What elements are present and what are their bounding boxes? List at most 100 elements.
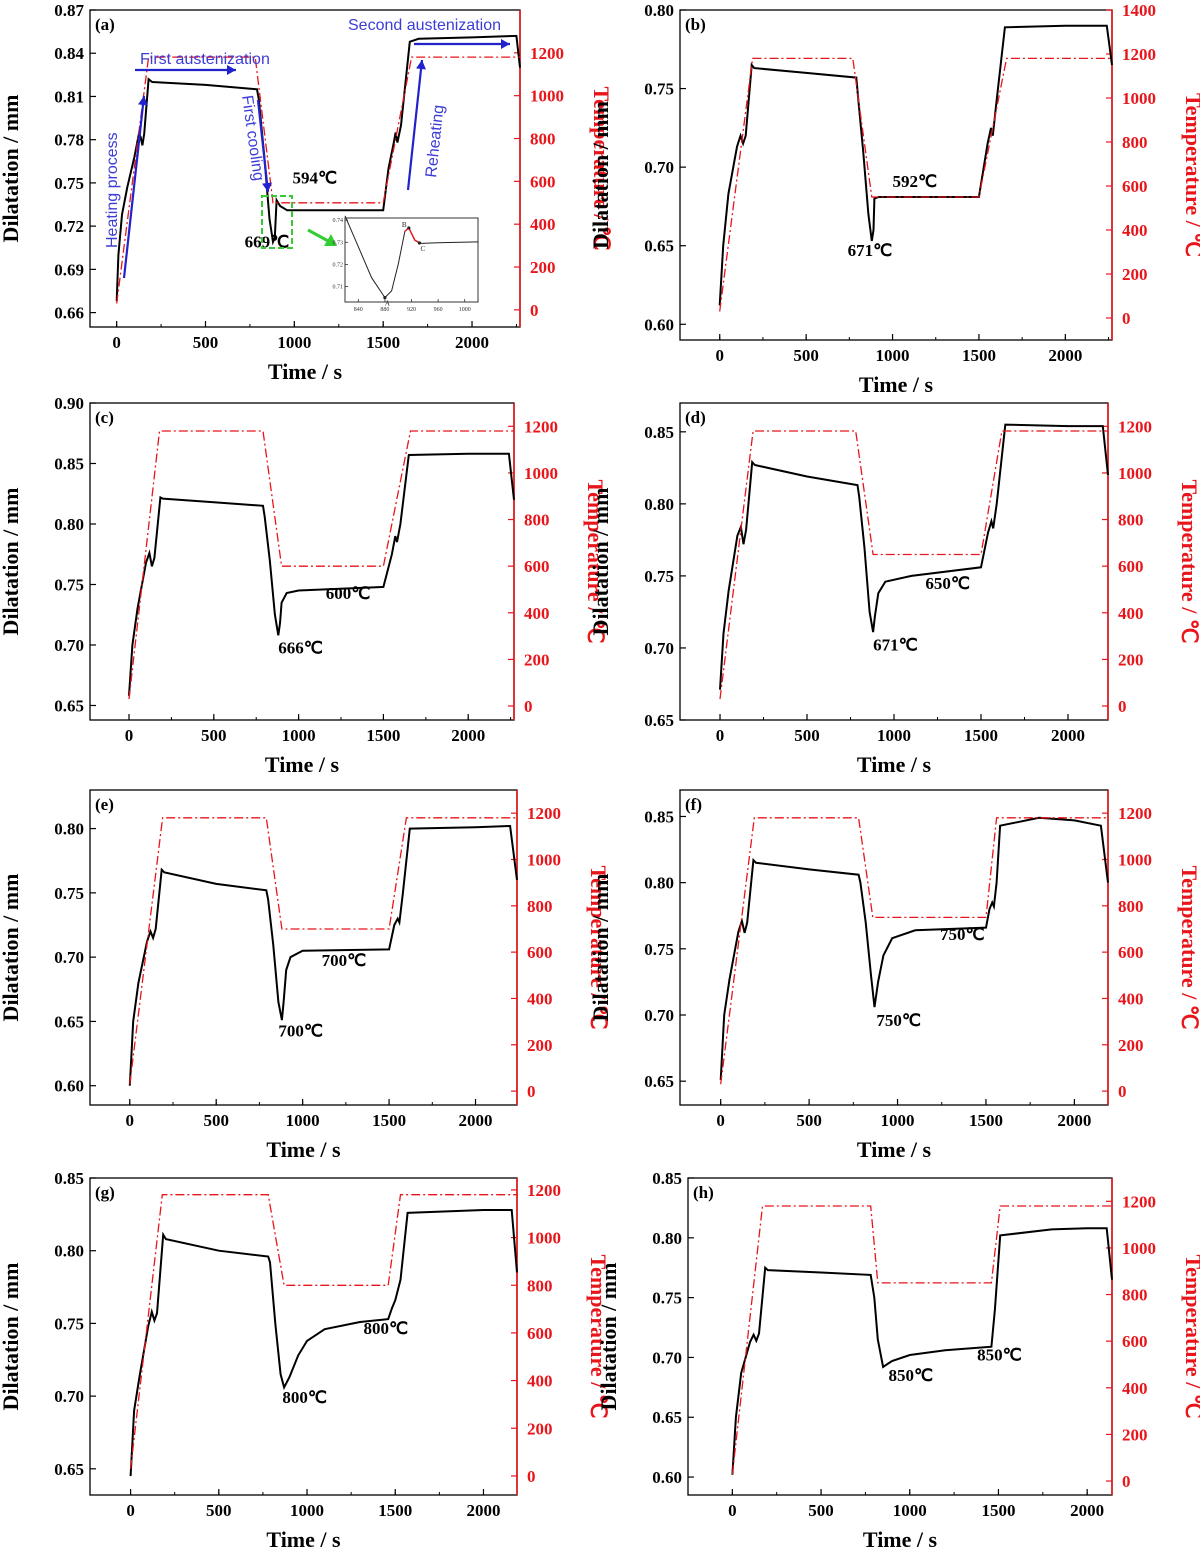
x-tick-label: 2000: [451, 726, 485, 745]
y2-tick-label: 0: [1122, 1472, 1131, 1491]
process-label-heating: Heating process: [104, 132, 121, 248]
arrow-head: [416, 60, 427, 70]
chart-panel: 0 500 1000 1500 2000 0.65 0.70 0.75 0.80 0.85 0 200…: [588, 789, 1200, 1162]
y2-tick-label: 800: [527, 897, 553, 916]
x-tick-label: 0: [728, 1501, 737, 1520]
x-tick-label: 500: [206, 1501, 232, 1520]
temperature-line: [720, 817, 1108, 1085]
x-tick-label: 0: [716, 1111, 725, 1130]
temperature-line: [719, 430, 1108, 700]
y2-tick-label: 600: [1122, 177, 1148, 196]
x-tick-label: 1500: [964, 726, 998, 745]
y-tick-label: 0.80: [652, 1229, 682, 1248]
annotation-label: 700℃: [278, 1021, 323, 1040]
y2-tick-label: 1000: [1118, 464, 1152, 483]
y-tick-label: 0.75: [644, 80, 674, 99]
annotation-label: 800℃: [282, 1388, 327, 1407]
x-tick-label: 1000: [282, 726, 316, 745]
x-tick-label: 500: [201, 726, 227, 745]
panel-label: (b): [685, 15, 706, 34]
temperature-line: [731, 1205, 1112, 1475]
x-tick-label: 0: [112, 333, 121, 352]
y-tick-label: 0.85: [652, 1169, 682, 1188]
inset-curve: [344, 215, 479, 299]
arrow-head: [262, 182, 272, 192]
y2-tick-label: 1200: [1118, 804, 1152, 823]
y2-tick-label: 600: [1118, 557, 1144, 576]
plot-frame: [679, 402, 1109, 721]
y2-tick-label: 1000: [1122, 1239, 1156, 1258]
x-axis-title: Time / s: [266, 1137, 341, 1162]
y2-tick-label: 0: [1118, 1082, 1127, 1101]
x-tick-label: 1500: [366, 726, 400, 745]
y-tick-label: 0.75: [652, 1289, 682, 1308]
y-axis-title: Dilatation / mm: [596, 1263, 621, 1411]
y2-tick-label: 400: [1118, 989, 1144, 1008]
annotation-label: 671℃: [848, 241, 893, 260]
x-tick-label: 1500: [969, 1111, 1003, 1130]
x-tick-label: 1000: [877, 726, 911, 745]
inset-x-tick-label: 840: [354, 307, 363, 313]
y2-axis-title: Temperature / ℃: [1181, 93, 1200, 257]
y-tick-label: 0.70: [652, 1348, 682, 1367]
inset-y-tick-label: 0.74: [333, 218, 344, 224]
x-tick-label: 2000: [466, 1501, 500, 1520]
x-tick-label: 0: [125, 726, 134, 745]
panel-label: (e): [95, 795, 114, 814]
y2-tick-label: 800: [1122, 133, 1148, 152]
y-tick-label: 0.80: [644, 874, 674, 893]
y-tick-label: 0.65: [54, 696, 84, 715]
y-tick-label: 0.80: [644, 495, 674, 514]
y2-tick-label: 0: [1118, 697, 1127, 716]
y-tick-label: 0.65: [644, 711, 674, 730]
y2-tick-label: 400: [1122, 1379, 1148, 1398]
x-axis-title: Time / s: [268, 359, 343, 384]
y2-axis-title: Temperature / ℃: [1181, 1254, 1200, 1418]
y2-tick-label: 1000: [1118, 850, 1152, 869]
plot-frame: [679, 789, 1109, 1106]
chart-panel: 0 500 1000 1500 20000.660.690.720.750.780.81…: [0, 1, 614, 384]
inset-point-label: A: [385, 300, 390, 308]
y2-tick-label: 600: [527, 943, 553, 962]
x-tick-label: 500: [808, 1501, 834, 1520]
chart-panel: 0 500 1000 1500 20000.650.700.750.800.850.90…: [0, 394, 608, 777]
panel-label: (d): [685, 408, 706, 427]
y2-axis-title: Temperature / ℃: [1177, 865, 1200, 1029]
annotation-label: 750℃: [876, 1011, 921, 1030]
x-tick-label: 1000: [290, 1501, 324, 1520]
y-tick-label: 0.75: [54, 174, 84, 193]
y2-tick-label: 800: [1118, 511, 1144, 530]
y2-tick-label: 800: [1118, 897, 1144, 916]
y-tick-label: 0.66: [54, 304, 84, 323]
x-tick-label: 1000: [881, 1111, 915, 1130]
x-tick-label: 1000: [286, 1111, 320, 1130]
y-tick-label: 0.65: [54, 1460, 84, 1479]
dilatation-line: [129, 1209, 518, 1477]
inset-point-marker: [417, 241, 422, 245]
y2-axis-title: Temperature / ℃: [586, 865, 611, 1029]
inset-point-label: B: [402, 221, 407, 229]
x-tick-label: 500: [796, 1111, 822, 1130]
temperature-line: [128, 430, 514, 700]
annotation-label: 594℃: [293, 169, 338, 188]
annotation-label: 750℃: [940, 925, 985, 944]
y-tick-label: 0.65: [54, 1012, 84, 1031]
x-tick-label: 500: [193, 333, 219, 352]
x-tick-label: 2000: [459, 1111, 493, 1130]
arrow-head: [227, 65, 236, 75]
annotation-label: 671℃: [873, 636, 918, 655]
y2-tick-label: 1200: [530, 44, 564, 63]
y-tick-label: 0.75: [54, 1314, 84, 1333]
y-tick-label: 0.75: [54, 884, 84, 903]
inset-point-marker: [407, 226, 411, 230]
y-tick-label: 0.60: [54, 1077, 84, 1096]
inset-x-tick-label: 920: [407, 307, 416, 313]
y-tick-label: 0.75: [54, 575, 84, 594]
inset-y-tick-label: 0.72: [333, 262, 344, 268]
process-arrow: [122, 95, 146, 279]
panel-label: (a): [95, 15, 115, 34]
inset-point-marker: [383, 295, 387, 300]
x-tick-label: 0: [715, 346, 724, 365]
y-axis-title: Dilatation / mm: [0, 874, 23, 1022]
inset-y-tick-label: 0.73: [333, 240, 344, 246]
